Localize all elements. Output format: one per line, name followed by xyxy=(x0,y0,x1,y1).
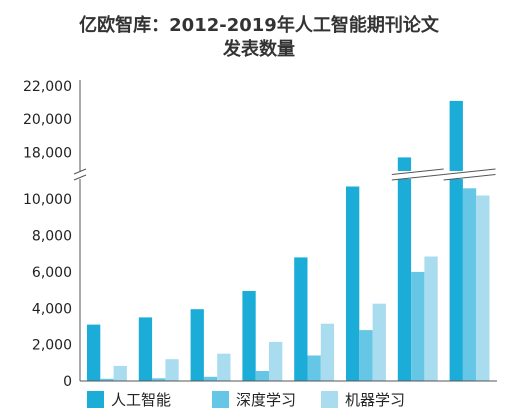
chart-title: 亿欧智库：2012-2019年人工智能期刊论文 发表数量 xyxy=(0,14,518,62)
bar-2-2012 xyxy=(100,378,114,381)
bar-2-2018 xyxy=(411,271,425,381)
y-tick-label-lower-4: 8,000 xyxy=(32,229,72,245)
legend-swatch-3 xyxy=(321,391,338,408)
y-axis-break-lower xyxy=(73,174,87,181)
chart-title-line-1: 亿欧智库：2012-2019年人工智能期刊论文 xyxy=(79,15,439,36)
bar-2-2013 xyxy=(152,378,166,381)
y-tick-label-lower-0: 0 xyxy=(63,374,72,390)
bar-1-2019 xyxy=(449,100,463,382)
y-tick-label-lower-5: 10,000 xyxy=(23,192,72,208)
y-tick-label-lower-1: 2,000 xyxy=(32,338,72,354)
axis-break-2019-gap xyxy=(445,171,494,179)
bar-3-2019 xyxy=(476,195,490,381)
y-tick-label-upper-1: 20,000 xyxy=(23,112,72,128)
axis-break-2018-line-lower xyxy=(391,174,444,181)
bar-3-2014 xyxy=(217,353,231,381)
axis-break-2018-line-upper xyxy=(391,168,444,175)
bar-3-2012 xyxy=(113,365,127,381)
y-axis-break-upper xyxy=(73,168,87,175)
bar-3-2013 xyxy=(165,359,179,381)
bar-3-2016 xyxy=(320,323,335,381)
y-tick-label-upper-0: 18,000 xyxy=(23,145,72,161)
bar-1-2016 xyxy=(294,257,308,381)
axis-break-2018-gap xyxy=(393,171,442,179)
chart-title-line-2: 发表数量 xyxy=(223,39,295,60)
y-tick-label-upper-2: 22,000 xyxy=(23,79,72,95)
bar-2-2015 xyxy=(255,371,269,381)
bar-1-2013 xyxy=(138,317,153,381)
bar-3-2017 xyxy=(372,303,386,381)
legend-label-3: 机器学习 xyxy=(345,391,405,409)
legend: 人工智能 深度学习 机器学习 xyxy=(87,391,405,409)
bar-2-2016 xyxy=(307,355,321,381)
legend-swatch-1 xyxy=(87,391,104,408)
y-axis-break-gap xyxy=(74,171,86,179)
y-tick-label-lower-2: 4,000 xyxy=(32,301,72,317)
legend-label-2: 深度学习 xyxy=(236,391,296,409)
bar-3-2015 xyxy=(269,341,283,381)
bar-1-2015 xyxy=(242,291,256,381)
bars-layer xyxy=(87,100,490,382)
bar-2-2017 xyxy=(359,330,373,381)
bar-1-2014 xyxy=(190,309,204,381)
y-tick-label-lower-3: 6,000 xyxy=(32,265,72,281)
bar-2-2019 xyxy=(462,188,477,381)
axis-break-2019-line-lower xyxy=(443,174,496,181)
legend-swatch-2 xyxy=(212,391,229,408)
axis-layer: 0 2,000 4,000 6,000 8,000 10,000 18,000 20,000 2… xyxy=(23,79,497,390)
bar-1-2018 xyxy=(397,157,412,381)
bar-3-2018 xyxy=(424,256,438,381)
axis-break-2019-line-upper xyxy=(443,168,496,175)
legend-label-1: 人工智能 xyxy=(111,391,171,409)
bar-2-2014 xyxy=(203,376,218,381)
bar-1-2012 xyxy=(87,324,101,381)
bar-1-2017 xyxy=(346,186,360,381)
